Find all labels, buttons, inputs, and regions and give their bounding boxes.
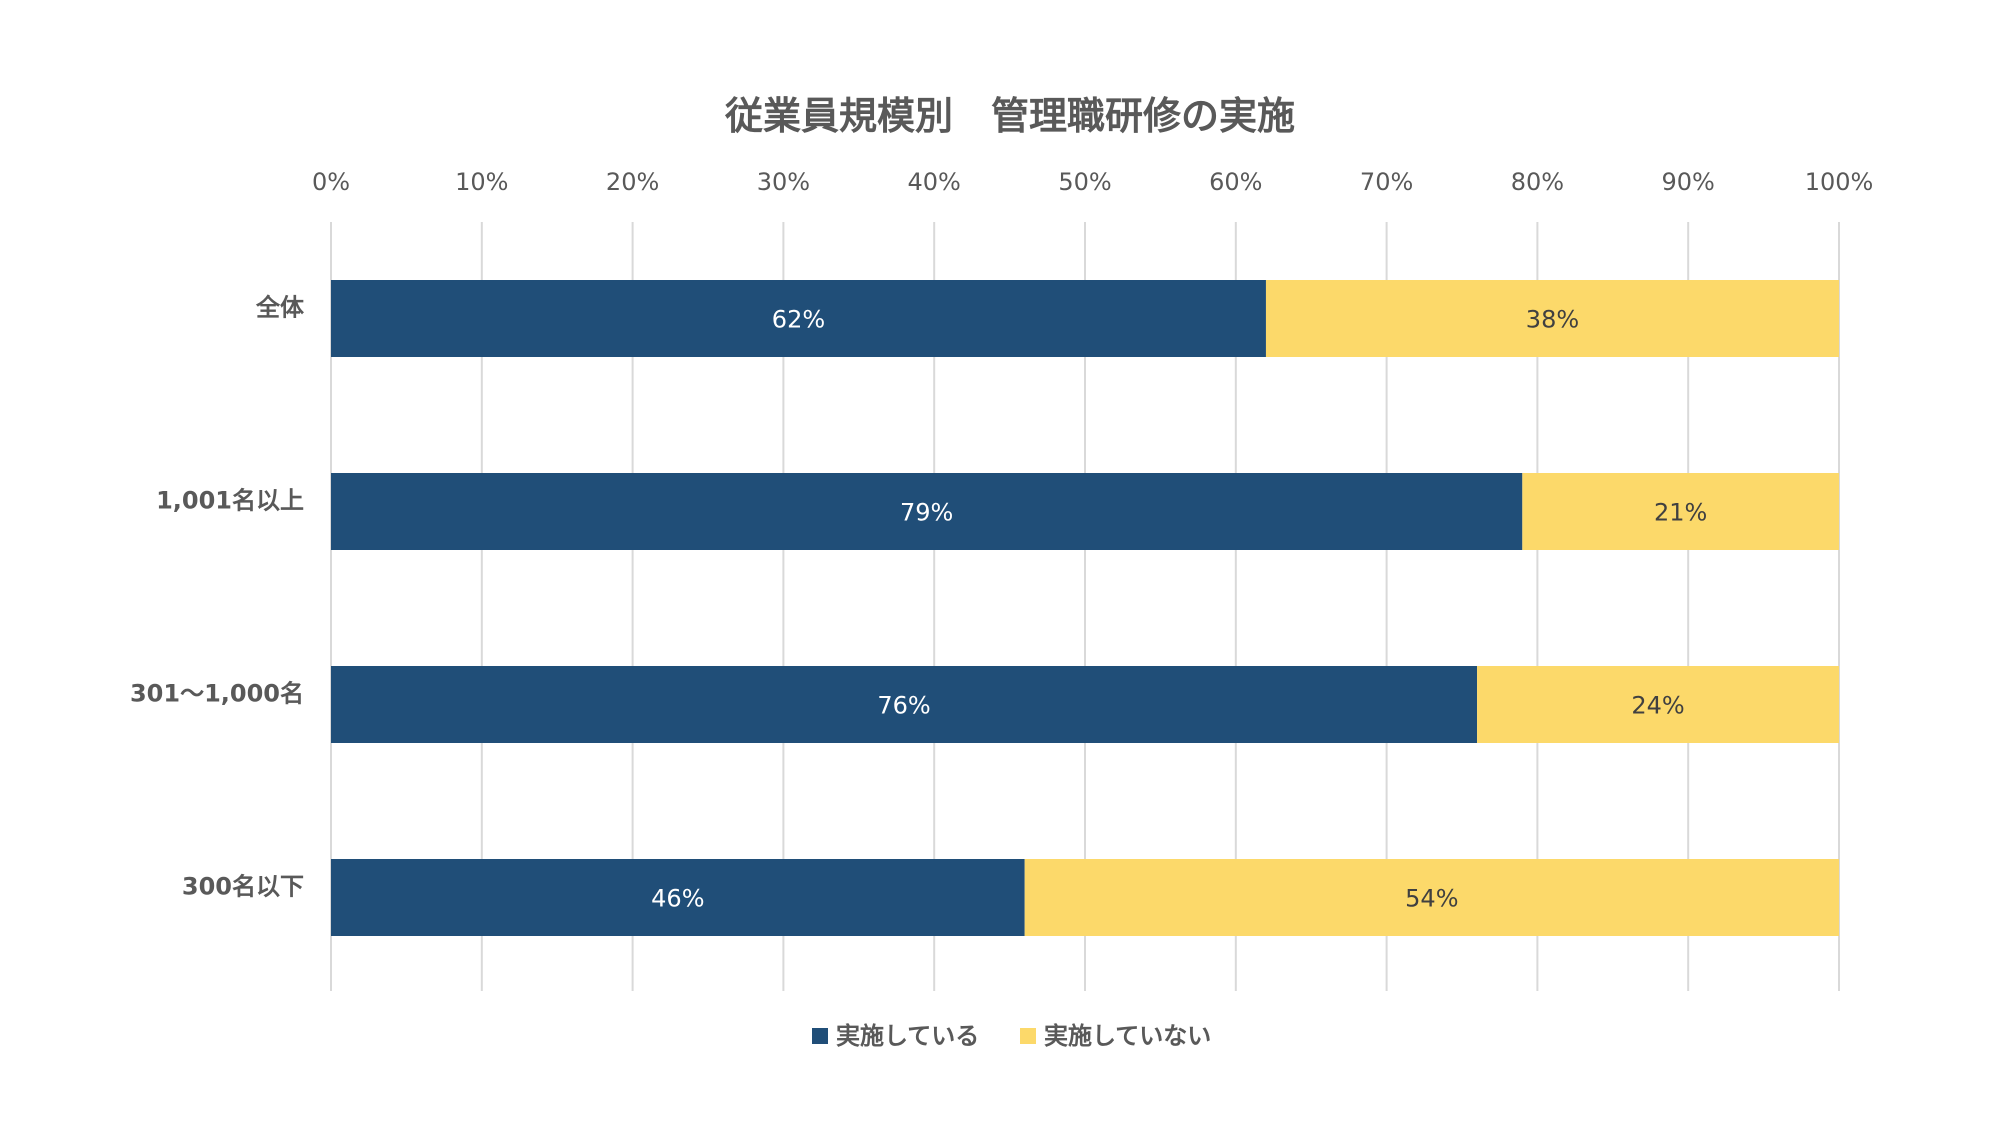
bars bbox=[331, 280, 1839, 936]
legend-label: 実施していない bbox=[1044, 1022, 1211, 1050]
chart-title: 従業員規模別 管理職研修の実施 bbox=[724, 94, 1295, 138]
data-label: 21% bbox=[1654, 499, 1707, 527]
legend: 実施している 実施していない bbox=[812, 1022, 1211, 1050]
data-label: 76% bbox=[877, 692, 930, 720]
x-tick-label: 10% bbox=[455, 168, 508, 196]
category-labels: 全体 1,001名以上 301〜1,000名 300名以下 bbox=[130, 294, 305, 901]
bar-segment bbox=[331, 473, 1523, 550]
x-tick-label: 80% bbox=[1511, 168, 1564, 196]
x-axis-ticks: 0% 10% 20% 30% 40% 50% 60% 70% 80% 90% 100% bbox=[312, 168, 1873, 196]
category-label: 301〜1,000名 bbox=[130, 680, 304, 708]
data-label: 62% bbox=[772, 306, 825, 334]
legend-label: 実施している bbox=[836, 1022, 979, 1050]
legend-swatch bbox=[1020, 1028, 1036, 1044]
data-label: 54% bbox=[1405, 885, 1458, 913]
legend-swatch bbox=[812, 1028, 828, 1044]
data-label: 38% bbox=[1526, 306, 1579, 334]
bar-segment bbox=[1024, 859, 1839, 936]
x-tick-label: 40% bbox=[908, 168, 961, 196]
bar-segment bbox=[331, 666, 1478, 743]
x-tick-label: 0% bbox=[312, 168, 350, 196]
bar-segment bbox=[331, 859, 1025, 936]
x-tick-label: 100% bbox=[1805, 168, 1874, 196]
category-label: 300名以下 bbox=[182, 873, 304, 901]
x-tick-label: 30% bbox=[757, 168, 810, 196]
bar-segment bbox=[331, 280, 1266, 357]
bar-segment bbox=[1265, 280, 1839, 357]
data-labels: 62% 38% 79% 21% 76% 24% 46% 54% bbox=[651, 306, 1707, 913]
bar-segment bbox=[1522, 473, 1839, 550]
category-label: 全体 bbox=[255, 294, 305, 322]
data-label: 46% bbox=[651, 885, 704, 913]
category-label: 1,001名以上 bbox=[156, 487, 304, 515]
x-tick-label: 20% bbox=[606, 168, 659, 196]
bar-segment bbox=[1477, 666, 1839, 743]
data-label: 79% bbox=[900, 499, 953, 527]
x-tick-label: 50% bbox=[1058, 168, 1111, 196]
x-tick-label: 90% bbox=[1662, 168, 1715, 196]
data-label: 24% bbox=[1631, 692, 1684, 720]
x-tick-label: 60% bbox=[1209, 168, 1262, 196]
x-tick-label: 70% bbox=[1360, 168, 1413, 196]
